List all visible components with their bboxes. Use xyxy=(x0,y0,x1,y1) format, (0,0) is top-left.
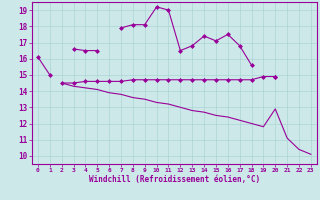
X-axis label: Windchill (Refroidissement éolien,°C): Windchill (Refroidissement éolien,°C) xyxy=(89,175,260,184)
